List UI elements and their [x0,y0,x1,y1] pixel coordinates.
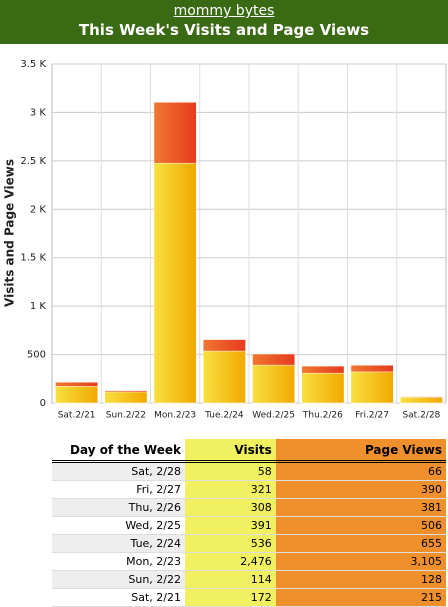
x-tick-label: Sat.2/28 [402,411,440,421]
table-cell: 172 [185,588,276,607]
y-tick-label: 2 K [30,204,47,215]
y-tick-label: 2.5 K [20,156,46,167]
table-row: Mon, 2/23 2,476 3,105 [52,552,446,571]
table-cell: 66 [275,461,446,481]
table-cell: 506 [275,516,446,535]
table-row: Sun, 2/22 114 128 [52,570,446,589]
table-cell: Wed, 2/25 [52,516,185,535]
y-tick-label: 3.5 K [20,59,46,70]
bar [55,386,99,404]
table-row: Thu, 2/26 308 381 [52,498,446,517]
chart: Visits and Page Views 0 500 1 K 1.5 K 2 K 2.5… [3,59,447,421]
table-cell: 381 [275,498,446,517]
x-tick-label: Fri.2/27 [355,411,389,421]
table-cell: Sun, 2/22 [52,570,185,589]
x-tick-label: Mon.2/23 [154,411,196,421]
table-cell: Fri, 2/27 [52,480,185,499]
table-cell: Thu, 2/26 [52,498,185,517]
table-cell: 321 [185,480,276,499]
table-cell: 58 [185,461,276,481]
y-tick-label: 1.5 K [20,253,46,264]
bar [104,391,148,404]
x-tick-label: Tue.2/24 [204,411,244,421]
y-tick-label: 3 K [30,107,47,118]
x-tick-label: Wed.2/25 [252,411,295,421]
page-title: This Week's Visits and Page Views [78,21,370,39]
table-cell: 536 [185,534,276,553]
table-cell: 390 [275,480,446,499]
bar [399,397,443,404]
y-tick-label: 0 [40,398,46,409]
table-cell: 308 [185,498,276,517]
table-cell: Sat, 2/28 [52,461,185,481]
table-row: Sat, 2/28 58 66 [52,461,446,481]
y-tick-label: 1 K [30,301,47,312]
bar [301,372,345,404]
table-row: Tue, 2/24 536 655 [52,534,446,553]
table-row: Sat, 2/21 172 215 [52,588,446,607]
y-axis-label: Visits and Page Views [3,159,17,307]
table-cell: 655 [275,534,446,553]
column-header: Page Views [275,439,446,463]
bar [252,364,296,404]
column-header: Visits [185,439,276,463]
table-cell: Sat, 2/21 [52,588,185,607]
header: mommy bytes This Week's Visits and Page … [0,0,448,44]
table-cell: Mon, 2/23 [52,552,185,571]
table-cell: 2,476 [185,552,276,571]
bar [153,162,197,404]
column-header: Day of the Week [52,439,185,463]
y-tick-label: 500 [27,350,46,361]
table-row: Wed, 2/25 391 506 [52,516,446,535]
table-cell: 128 [275,570,446,589]
table-cell: 114 [185,570,276,589]
data-table: Day of the Week Visits Page Views Sat, 2/28… [52,439,446,607]
table-cell: 215 [275,588,446,607]
bar [202,350,246,404]
table-cell: Tue, 2/24 [52,534,185,553]
table-cell: 391 [185,516,276,535]
bar [350,371,394,404]
x-tick-label: Sun.2/22 [106,411,146,421]
table-row: Fri, 2/27 321 390 [52,480,446,499]
site-link[interactable]: mommy bytes [173,3,275,19]
x-tick-label: Sat.2/21 [58,411,96,421]
table-cell: 3,105 [275,552,446,571]
x-tick-label: Thu.2/26 [302,411,343,421]
